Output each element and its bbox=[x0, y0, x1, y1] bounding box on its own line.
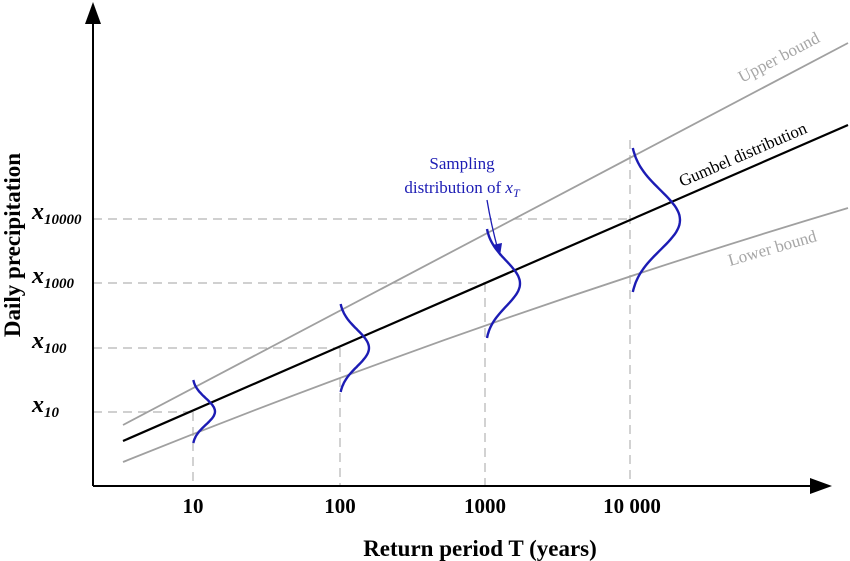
upper-bound-line bbox=[122, 42, 849, 426]
x-tick-label: 10 bbox=[183, 494, 204, 518]
gumbel-distribution-label: Gumbel distribution bbox=[676, 118, 810, 190]
y-tick-label: x10000 bbox=[31, 199, 82, 228]
y-tick-labels: x10 x100 x1000 x10000 bbox=[31, 199, 82, 421]
x-tick-label: 100 bbox=[324, 494, 356, 518]
sampling-distribution-curve-10 bbox=[192, 379, 217, 444]
x-axis-title: Return period T (years) bbox=[363, 536, 597, 561]
y-tick-label: x1000 bbox=[31, 263, 75, 292]
sampling-distribution-curve-1000 bbox=[485, 228, 522, 339]
sampling-annotation: Sampling distribution of xT bbox=[404, 154, 521, 256]
sampling-distribution-curve-10000 bbox=[631, 147, 682, 293]
sampling-pointer-arrowhead bbox=[492, 243, 502, 256]
y-tick-label: x100 bbox=[31, 328, 67, 357]
y-axis-arrowhead bbox=[85, 2, 101, 24]
lower-bound-line bbox=[122, 207, 849, 463]
x-tick-label: 1000 bbox=[464, 494, 506, 518]
gumbel-distribution-line bbox=[122, 123, 849, 443]
x-tick-labels: 10 100 1000 10 000 bbox=[183, 494, 661, 518]
sampling-label-line1: Sampling bbox=[429, 154, 495, 173]
guide-lines bbox=[93, 140, 631, 486]
y-axis-title: Daily precipitation bbox=[0, 153, 25, 337]
axes bbox=[85, 2, 832, 494]
y-tick-label: x10 bbox=[31, 392, 60, 421]
x-tick-label: 10 000 bbox=[603, 494, 661, 518]
upper-bound-label: Upper bound bbox=[735, 28, 823, 87]
sampling-distribution-curve-100 bbox=[339, 303, 371, 393]
x-axis-arrowhead bbox=[810, 478, 832, 494]
lower-bound-label: Lower bound bbox=[726, 226, 819, 270]
sampling-label-line2: distribution of xT bbox=[404, 178, 521, 200]
